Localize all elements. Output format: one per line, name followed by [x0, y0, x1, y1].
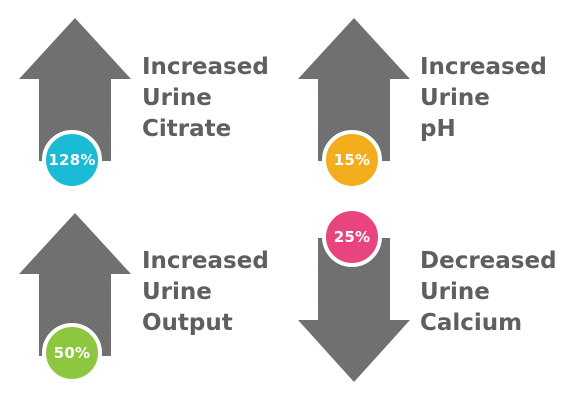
label-line: Urine — [142, 85, 212, 111]
label-citrate: Increased Urine Citrate — [142, 52, 269, 145]
label-line: Increased — [142, 54, 269, 80]
label-calcium: Decreased Urine Calcium — [420, 246, 557, 339]
label-line: pH — [420, 116, 456, 142]
label-line: Urine — [420, 85, 490, 111]
label-line: Decreased — [420, 248, 557, 274]
percent-badge-ph: 15% — [322, 130, 382, 190]
label-line: Increased — [142, 248, 269, 274]
label-line: Calcium — [420, 310, 523, 336]
label-line: Urine — [142, 279, 212, 305]
up-arrow-icon — [298, 18, 410, 161]
percent-badge-output: 50% — [42, 323, 102, 383]
label-line: Citrate — [142, 116, 232, 142]
label-output: Increased Urine Output — [142, 246, 269, 339]
up-arrow-icon — [19, 213, 131, 356]
percent-badge-calcium: 25% — [322, 207, 382, 267]
up-arrow-icon — [19, 18, 131, 161]
label-line: Increased — [420, 54, 547, 80]
label-ph: Increased Urine pH — [420, 52, 547, 145]
label-line: Output — [142, 310, 233, 336]
down-arrow-icon — [298, 238, 410, 382]
label-line: Urine — [420, 279, 490, 305]
percent-badge-citrate: 128% — [42, 130, 102, 190]
